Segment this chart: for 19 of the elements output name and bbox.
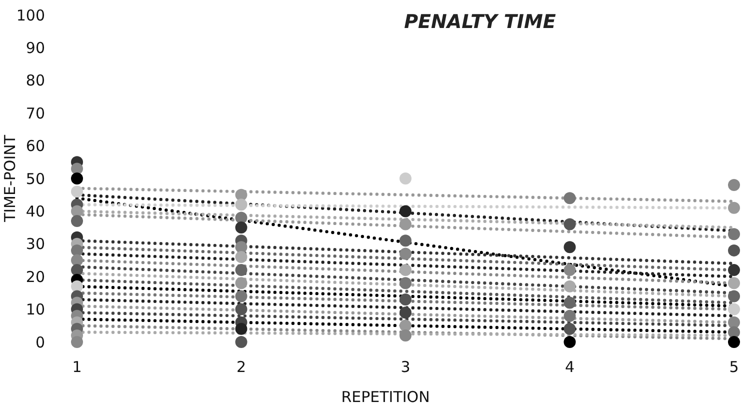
y-tick-label: 0: [35, 333, 45, 352]
y-tick-label: 100: [16, 6, 45, 24]
y-tick-label: 80: [26, 72, 45, 90]
y-tick-label: 40: [26, 202, 45, 220]
y-tick-label: 60: [26, 137, 45, 156]
x-axis-title: REPETITION: [341, 388, 430, 406]
chart-title: PENALTY TIME: [404, 11, 556, 33]
x-tick-label: 5: [729, 358, 739, 376]
y-tick-label: 30: [26, 235, 45, 254]
x-tick-label: 2: [236, 358, 246, 376]
y-tick-label: 70: [26, 104, 45, 122]
y-tick-label: 90: [26, 38, 45, 57]
x-tick-label: 4: [564, 358, 575, 376]
x-tick-label: 1: [72, 358, 82, 376]
y-tick-label: 10: [26, 300, 45, 319]
y-tick-label: 20: [26, 268, 45, 286]
y-axis-title: TIME-POINT: [1, 134, 19, 224]
y-tick-label: 50: [26, 170, 45, 188]
x-tick-label: 3: [400, 358, 410, 376]
